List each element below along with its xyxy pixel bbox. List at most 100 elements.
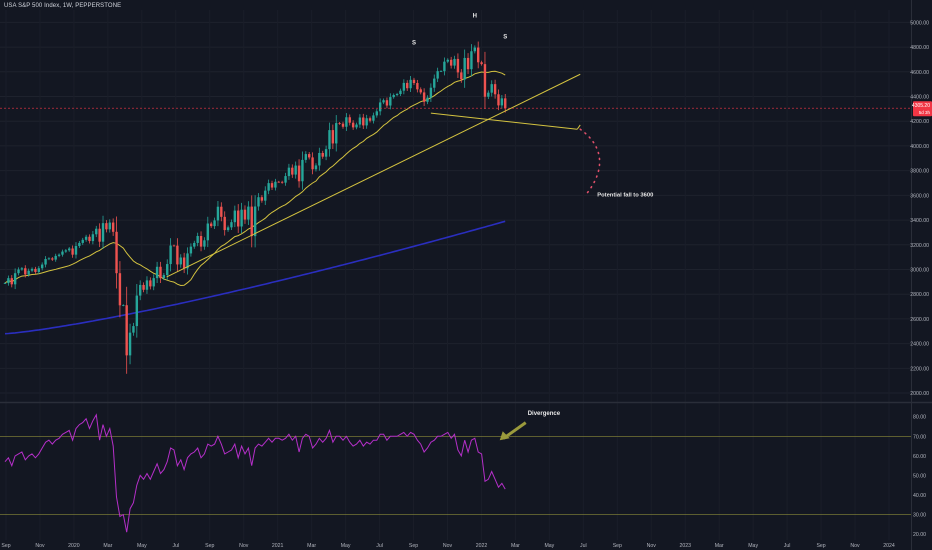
candle: [314, 163, 318, 172]
candle-body: [51, 258, 54, 260]
candle: [125, 286, 128, 374]
divergence-arrow-shaft: [502, 421, 527, 440]
candle-body: [162, 275, 166, 279]
candle: [13, 268, 17, 290]
price-tick-label: 3000.00: [910, 267, 929, 273]
candle-body: [375, 111, 378, 116]
last-price-countdown: 5d 3h: [919, 110, 931, 115]
rsi-tick-label: 40.00: [913, 493, 926, 499]
price-axis[interactable]: 2000.00 2200.00 2400.00 2600.00 2800.00 3000.…: [910, 20, 929, 397]
candle-body: [223, 216, 226, 231]
candle-body: [209, 223, 213, 227]
candle-body: [301, 159, 304, 182]
candle: [128, 323, 132, 365]
candle-body: [37, 268, 40, 272]
candle: [44, 256, 47, 268]
price-tick-label: 4000.00: [910, 144, 929, 150]
candle: [213, 217, 216, 229]
candle-body: [172, 245, 176, 247]
candle-body: [47, 258, 51, 260]
candle: [470, 44, 473, 77]
last-price-text: 4305.20: [912, 103, 930, 109]
candle: [477, 41, 480, 69]
candle: [186, 247, 189, 275]
candle: [64, 249, 68, 253]
candle-body: [135, 295, 139, 327]
candle-body: [78, 242, 81, 247]
time-tick-label: Jul: [172, 543, 179, 549]
candle-body: [179, 257, 182, 265]
candle: [206, 216, 209, 248]
candle-body: [243, 209, 247, 220]
time-tick-label: 2024: [883, 543, 895, 549]
time-tick-label: 2021: [272, 543, 284, 549]
candle-body: [128, 332, 132, 356]
price-tick-label: 3400.00: [910, 218, 929, 224]
candle-body: [382, 100, 385, 103]
candle-body: [378, 102, 382, 112]
candle: [419, 87, 422, 95]
rsi-panel: Divergence: [0, 411, 911, 533]
time-tick-label: Nov: [443, 543, 453, 549]
candle: [436, 67, 439, 83]
candle-body: [226, 227, 230, 231]
time-axis[interactable]: Sep Nov 2020 Mar May Jul Sep Nov 2021 Mar May Jul Se…: [1, 543, 894, 549]
candle: [27, 268, 30, 277]
rsi-line: [4, 413, 506, 533]
candle-body: [460, 72, 463, 80]
candle-body: [449, 59, 453, 66]
candle: [341, 121, 345, 129]
candle: [176, 238, 179, 272]
candle-body: [203, 240, 206, 247]
candle: [487, 90, 490, 100]
candle: [304, 151, 308, 163]
candle-body: [436, 71, 439, 79]
time-tick-label: Jul: [580, 543, 587, 549]
candle-body: [500, 98, 504, 106]
candle-body: [294, 165, 297, 175]
time-tick-label: Nov: [850, 543, 860, 549]
candle-body: [483, 64, 487, 97]
candle-body: [118, 273, 122, 306]
candle-body: [392, 95, 395, 98]
candle-body: [186, 253, 189, 269]
candle-body: [368, 118, 372, 121]
candle-body: [199, 236, 203, 247]
rsi-tick-label: 20.00: [913, 532, 926, 538]
candle-body: [409, 79, 412, 89]
candle-body: [57, 254, 61, 256]
candle: [149, 277, 152, 290]
candle: [199, 231, 203, 252]
candle-body: [321, 152, 324, 157]
candle: [20, 266, 24, 271]
rsi-axis[interactable]: 20.00 30.00 40.00 50.00 60.00 70.00 80.00: [913, 415, 926, 538]
time-tick-label: May: [748, 543, 758, 549]
price-tick-label: 2200.00: [910, 366, 929, 372]
candle: [111, 218, 115, 236]
right-shoulder-label: S: [503, 34, 507, 40]
candle-body: [169, 245, 172, 265]
candle-body: [30, 268, 34, 271]
candle-body: [233, 210, 237, 223]
time-tick-label: May: [544, 543, 554, 549]
candle: [105, 220, 108, 233]
candle-body: [419, 89, 422, 93]
candle-body: [267, 183, 270, 191]
candle: [500, 95, 504, 109]
candle: [443, 57, 446, 76]
candle: [331, 124, 335, 149]
trendlines: [166, 73, 581, 278]
candle: [358, 114, 362, 128]
candle: [382, 98, 385, 105]
candle-body: [176, 245, 179, 265]
candle-body: [433, 78, 436, 88]
candle: [284, 172, 287, 186]
candle: [57, 253, 61, 258]
candle-body: [463, 57, 466, 80]
projection-label: Potential fall to 3600: [597, 192, 653, 198]
candle: [162, 273, 166, 281]
candle: [422, 88, 426, 106]
price-tick-label: 3600.00: [910, 193, 929, 199]
